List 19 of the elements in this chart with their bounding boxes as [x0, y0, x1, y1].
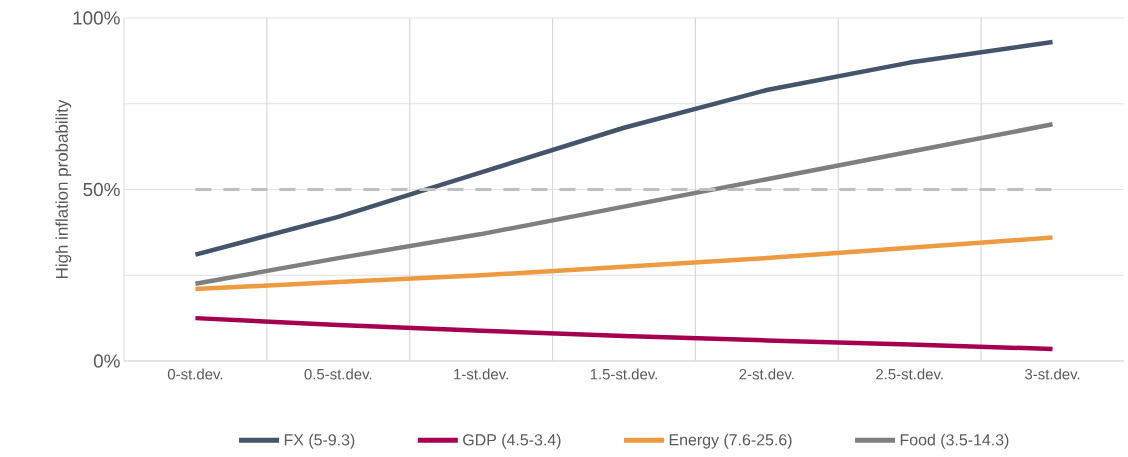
x-tick-label: 0-st.dev.: [167, 368, 223, 380]
x-tick-label: 2-st.dev.: [739, 368, 794, 380]
legend-label: Food (3.5-14.3): [900, 433, 1009, 449]
line-series: [193, 315, 1055, 352]
legend-label: Energy (7.6-25.6): [669, 433, 792, 449]
y-tick-label: 100%: [73, 11, 120, 25]
legend-label: GDP (4.5-3.4): [463, 433, 561, 449]
x-tick-label: 2.5-st.dev.: [876, 368, 943, 380]
line-series: [193, 122, 1055, 287]
line-series: [193, 235, 1055, 292]
line-series: [193, 39, 1055, 257]
y-tick-label: 0%: [93, 354, 120, 368]
x-tick-label: 1.5-st.dev.: [590, 368, 657, 380]
x-tick-label: 0.5-st.dev.: [304, 368, 372, 380]
y-tick-label: 50%: [83, 182, 120, 197]
legend-label: FX (5-9.3): [284, 433, 355, 449]
x-tick-label: 1-st.dev.: [454, 368, 508, 380]
x-tick-label: 3-st.dev.: [1025, 368, 1080, 380]
y-axis-title: High inflation probability: [55, 99, 72, 279]
